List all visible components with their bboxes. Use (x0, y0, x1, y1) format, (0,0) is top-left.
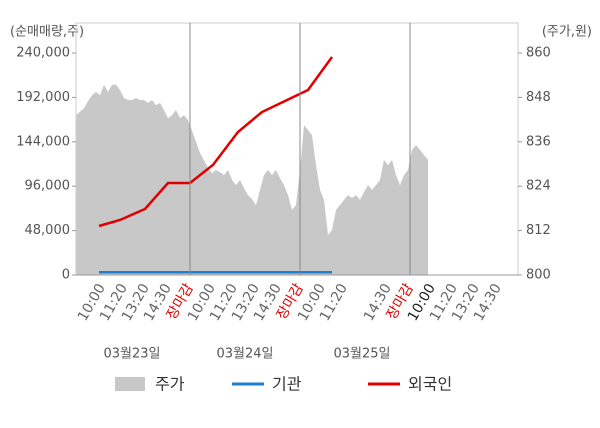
y2-tick-label: 860 (526, 46, 551, 61)
legend-label: 기관 (272, 375, 302, 394)
y2-tick-label: 848 (526, 90, 551, 105)
series-line (98, 56, 334, 228)
y-tick-label: 48,000 (25, 223, 71, 238)
y-tick-label: 240,000 (16, 46, 70, 61)
y-tick-label: 144,000 (16, 134, 70, 149)
legend-label: 외국인 (408, 375, 452, 394)
y-tick-label: 192,000 (16, 90, 70, 105)
y2-axis-title: (주가,원) (542, 25, 592, 40)
legend-label: 주가 (155, 375, 185, 394)
legend-swatch (115, 377, 145, 391)
y-tick-label: 96,000 (25, 179, 71, 194)
y2-tick-label: 824 (526, 179, 551, 194)
y-tick-label: 0 (62, 268, 70, 283)
date-label: 03월24일 (216, 347, 273, 362)
price-area (76, 84, 428, 275)
date-label: 03월25일 (333, 347, 390, 362)
y2-tick-label: 836 (526, 134, 551, 149)
y2-tick-label: 812 (526, 223, 551, 238)
y-axis-title: (순매매량,주) (10, 25, 84, 40)
date-label: 03월23일 (103, 347, 160, 362)
y2-tick-label: 800 (526, 268, 551, 283)
